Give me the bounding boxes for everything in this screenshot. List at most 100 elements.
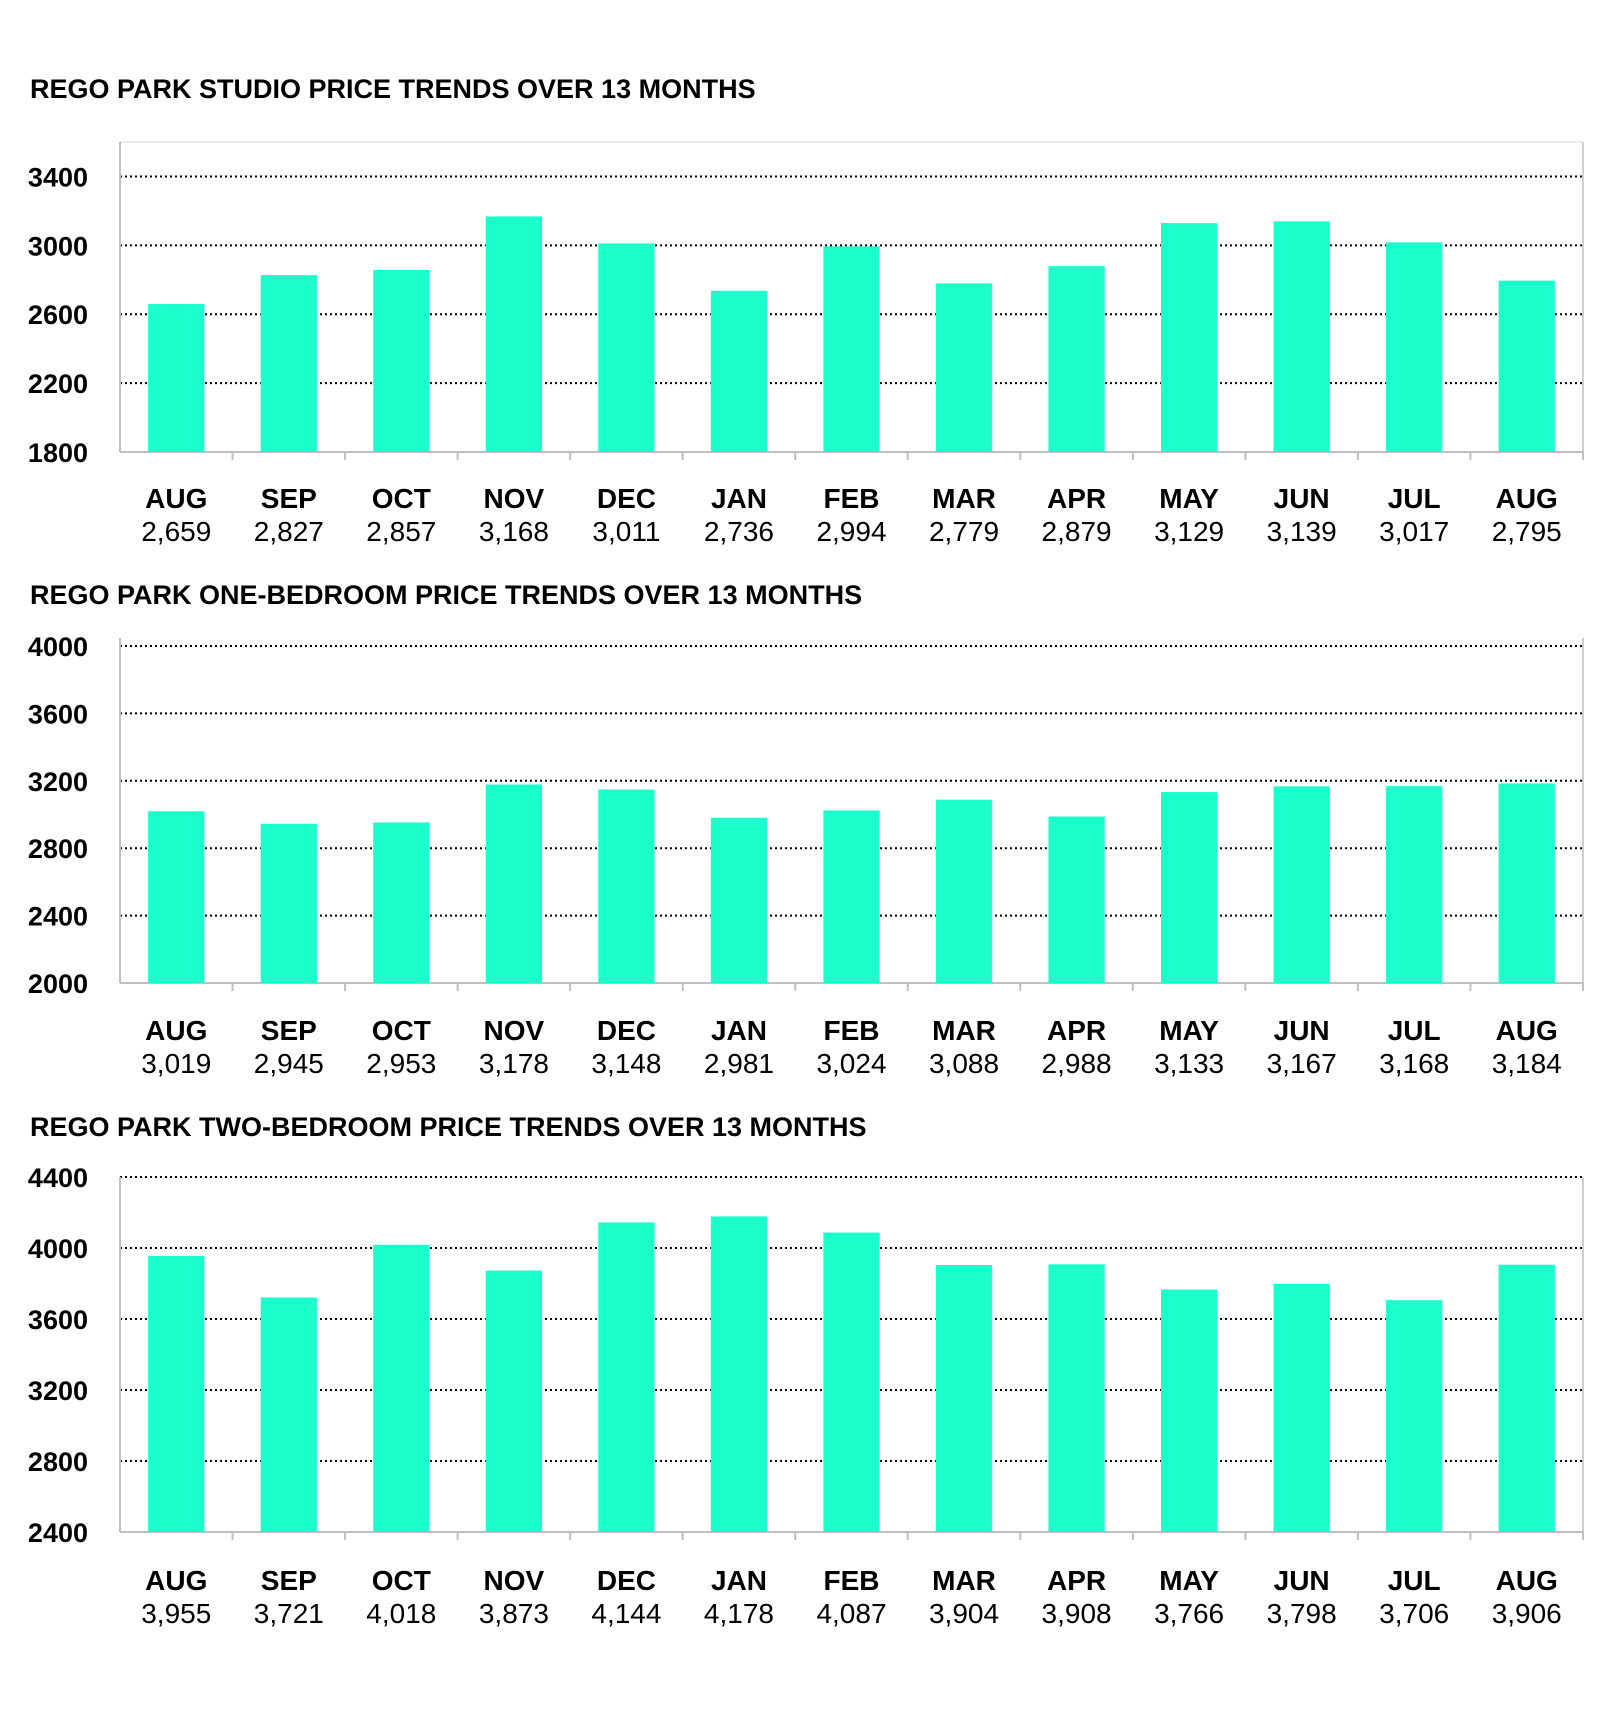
value-label: 2,795: [1492, 516, 1562, 547]
bar-mar: [935, 283, 993, 452]
category-label: JUL: [1388, 483, 1441, 514]
value-label: 2,981: [704, 1048, 774, 1079]
value-label: 3,184: [1492, 1048, 1562, 1079]
category-label: JAN: [711, 483, 767, 514]
bar-feb: [823, 810, 880, 983]
bar-dec: [598, 1222, 655, 1532]
value-label: 3,798: [1267, 1598, 1337, 1629]
value-label: 3,721: [254, 1598, 324, 1629]
category-label: MAY: [1159, 483, 1219, 514]
bar-feb: [823, 1232, 880, 1532]
category-label: MAR: [932, 483, 996, 514]
value-label: 3,129: [1154, 516, 1224, 547]
bar-aug: [148, 1255, 205, 1532]
value-label: 4,018: [366, 1598, 436, 1629]
category-label: JAN: [711, 1015, 767, 1046]
bar-aug: [148, 811, 205, 983]
y-tick-label: 2800: [28, 1447, 88, 1477]
category-label: AUG: [1496, 483, 1558, 514]
category-label: APR: [1047, 483, 1106, 514]
bar-mar: [935, 1265, 993, 1532]
category-label: AUG: [145, 483, 207, 514]
chart-title: REGO PARK STUDIO PRICE TRENDS OVER 13 MO…: [30, 74, 756, 104]
category-label: SEP: [261, 1565, 317, 1596]
value-label: 3,139: [1267, 516, 1337, 547]
bar-jul: [1386, 1300, 1443, 1532]
category-label: FEB: [824, 483, 880, 514]
category-label: DEC: [597, 1565, 656, 1596]
y-tick-label: 4400: [28, 1163, 88, 1193]
category-label: MAY: [1159, 1015, 1219, 1046]
value-label: 3,168: [479, 516, 549, 547]
value-label: 2,736: [704, 516, 774, 547]
bar-nov: [485, 216, 543, 452]
bar-feb: [823, 246, 880, 452]
category-label: JUN: [1274, 483, 1330, 514]
y-tick-label: 4000: [28, 1234, 88, 1264]
value-label: 2,994: [816, 516, 886, 547]
bar-sep: [260, 823, 317, 983]
value-label: 4,144: [591, 1598, 661, 1629]
category-label: AUG: [145, 1565, 207, 1596]
category-label: OCT: [372, 483, 431, 514]
chart-panel-3: REGO PARK TWO-BEDROOM PRICE TRENDS OVER …: [28, 1112, 1584, 1629]
category-label: OCT: [372, 1015, 431, 1046]
category-label: APR: [1047, 1565, 1106, 1596]
bar-jan: [710, 817, 768, 983]
value-label: 3,133: [1154, 1048, 1224, 1079]
category-label: FEB: [824, 1015, 880, 1046]
value-label: 3,168: [1379, 1048, 1449, 1079]
bar-jun: [1273, 221, 1330, 452]
value-label: 2,827: [254, 516, 324, 547]
value-label: 3,148: [591, 1048, 661, 1079]
value-label: 3,706: [1379, 1598, 1449, 1629]
bar-may: [1160, 223, 1218, 452]
category-label: NOV: [484, 483, 545, 514]
bar-may: [1160, 1289, 1218, 1532]
value-label: 3,019: [141, 1048, 211, 1079]
category-label: OCT: [372, 1565, 431, 1596]
chart-title: REGO PARK ONE-BEDROOM PRICE TRENDS OVER …: [30, 580, 862, 610]
category-label: SEP: [261, 1015, 317, 1046]
category-label: MAY: [1159, 1565, 1219, 1596]
bar-oct: [373, 1244, 430, 1532]
category-label: JAN: [711, 1565, 767, 1596]
value-label: 4,178: [704, 1598, 774, 1629]
bar-may: [1160, 792, 1218, 983]
category-label: DEC: [597, 483, 656, 514]
y-tick-label: 2600: [28, 300, 88, 330]
y-tick-label: 2400: [28, 902, 88, 932]
category-label: AUG: [145, 1015, 207, 1046]
y-tick-label: 3000: [28, 231, 88, 261]
bar-jul: [1386, 242, 1443, 452]
bar-sep: [260, 275, 317, 452]
category-label: AUG: [1496, 1015, 1558, 1046]
value-label: 2,879: [1042, 516, 1112, 547]
value-label: 3,011: [592, 516, 660, 547]
value-label: 3,904: [929, 1598, 999, 1629]
value-label: 4,087: [816, 1598, 886, 1629]
y-tick-label: 2000: [28, 969, 88, 999]
value-label: 3,017: [1379, 516, 1449, 547]
value-label: 2,857: [366, 516, 436, 547]
category-label: JUN: [1274, 1015, 1330, 1046]
value-label: 2,988: [1042, 1048, 1112, 1079]
y-tick-label: 1800: [28, 438, 88, 468]
value-label: 3,906: [1492, 1598, 1562, 1629]
bar-dec: [598, 243, 655, 452]
y-tick-label: 3600: [28, 1305, 88, 1335]
category-label: FEB: [824, 1565, 880, 1596]
bar-jun: [1273, 786, 1330, 983]
category-label: JUL: [1388, 1565, 1441, 1596]
y-tick-label: 4000: [28, 632, 88, 662]
bar-nov: [485, 784, 543, 983]
category-label: NOV: [484, 1565, 545, 1596]
value-label: 3,178: [479, 1048, 549, 1079]
value-label: 3,955: [141, 1598, 211, 1629]
category-label: NOV: [484, 1015, 545, 1046]
y-tick-label: 2400: [28, 1518, 88, 1548]
value-label: 2,953: [366, 1048, 436, 1079]
y-tick-label: 2800: [28, 834, 88, 864]
category-label: MAR: [932, 1015, 996, 1046]
